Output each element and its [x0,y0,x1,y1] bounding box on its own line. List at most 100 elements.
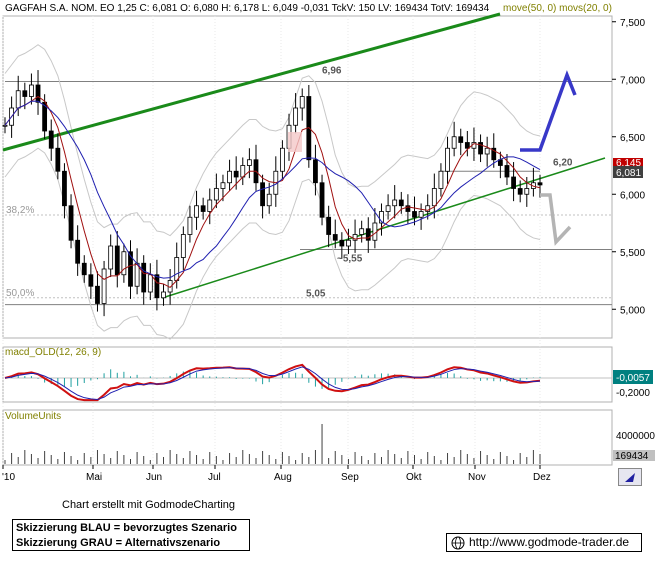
bollinger-bands [4,44,541,340]
candle-body [418,211,424,218]
ma20-line [4,95,541,289]
volume-tick-label: 4000000 [616,431,655,442]
candle-body [359,228,365,235]
candle-body [484,147,490,155]
url-box[interactable]: http://www.godmode-trader.de [446,533,642,552]
candle-body [464,142,470,149]
candle-body [227,170,232,184]
candle-body [246,159,252,166]
y-tick-label: 5,500 [620,248,645,259]
macd-lines [4,363,612,402]
chart-credit: Chart erstellt mit GodmodeCharting [62,499,236,511]
candle-body [511,176,516,189]
macd-signal-line [4,366,541,401]
x-tick-label: Dez [533,472,551,483]
level-label: 6,96 [322,66,342,77]
candle-body [458,136,464,143]
candle-body [207,199,213,212]
macd-line [4,363,541,402]
candle-body [213,188,219,201]
candle-body [431,188,437,207]
candle-body [313,159,318,184]
macd-value-bg [613,370,653,384]
blue-scenario-sketch [520,70,577,152]
candle-body [478,142,483,155]
candle-body [121,251,127,276]
candle-body [293,107,299,126]
candle-body [81,262,87,276]
candle-body [339,239,345,247]
last-price-label: 6,081 [616,168,641,179]
candle-body [425,205,431,212]
candle-body [398,199,404,207]
arrow-icon [625,473,635,482]
macd-tick-label: -0,2000 [616,388,650,399]
candle-body [114,245,120,276]
candle-body [128,251,133,287]
candle-body [220,182,226,189]
lower-band [4,147,541,340]
legend-grey: Skizzierung GRAU = Alternativszenario [16,537,221,549]
candle-body [438,170,444,189]
candle-body [537,182,543,186]
candle-body [187,216,193,235]
level-label: 5,05 [306,289,326,300]
candle-body [2,124,8,127]
candle-body [35,84,41,103]
candle-body [299,96,305,109]
x-tick-label: Okt [406,472,422,483]
x-tick-label: Jul [208,472,221,483]
x-axis: '10 Mai Jun Jul Aug Sep Okt Nov Dez [2,465,551,483]
macd-value-label: -0,0057 [616,373,650,384]
candle-body [385,205,391,212]
highlight-box [288,132,302,152]
fib-label: 38,2% [6,205,34,216]
level-labels: 6,96 6,20 ~5,55 5,05 38,2% 50,0% [6,66,573,300]
candle-body [405,205,411,212]
candle-body [75,239,81,264]
candle-body [101,268,107,304]
candle-body [233,170,239,178]
chart-header: GAGFAH S.A. NOM. EO 1,25 C: 6,081 O: 6,0… [5,3,490,14]
candle-body [68,205,74,241]
candle-body [194,205,199,218]
y-tick-label: 7,500 [620,18,645,29]
candle-body [174,257,180,281]
candle-body [147,274,153,293]
candle-body [346,239,351,247]
chart-corner-icon[interactable] [618,468,642,486]
candle-body [42,101,48,132]
x-tick-label: Jun [146,472,162,483]
y-tick-label: 7,000 [620,75,645,86]
moving-averages [4,95,541,289]
candle-body [141,262,147,293]
y-tick-label: 6,500 [620,133,645,144]
x-tick-label: '10 [2,472,15,483]
volume-bars [4,424,541,464]
candle-body [154,274,160,299]
candle-body [48,130,54,149]
macd-label: macd_OLD(12, 26, 9) [5,347,101,358]
x-tick-label: Sep [341,472,359,483]
candle-body [332,234,338,241]
candle-body [260,182,265,207]
candle-body [280,147,285,172]
candle-body [95,285,100,304]
candle-body [352,234,358,241]
candle-body [379,211,384,224]
upper-trend-line [2,12,501,152]
lower-trend-line [161,157,606,299]
candle-body [445,147,450,172]
candle-body [55,147,61,172]
level-label: 6,20 [553,157,573,168]
candle-body [365,228,371,241]
last-price-label-bg [613,166,643,178]
ma50-line [4,100,541,279]
url-link[interactable]: http://www.godmode-trader.de [469,535,630,549]
candle-body [200,205,206,212]
candle-body [326,216,332,235]
ma-label: move(50, 0) movs(20, 0) [503,3,612,14]
volume-label: VolumeUnits [5,411,61,422]
scenario-legend: Skizzierung BLAU = bevorzugtes Szenario … [12,519,250,551]
